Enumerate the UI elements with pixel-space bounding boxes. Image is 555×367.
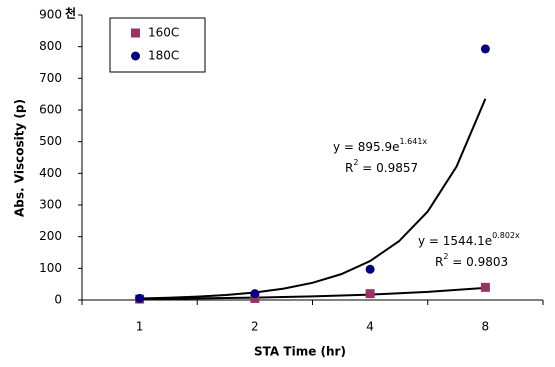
r2-power: 2 xyxy=(353,158,358,167)
y-unit: 천 xyxy=(65,6,76,21)
r2-symbol: R xyxy=(435,255,443,269)
y-tick-label: 100 xyxy=(39,261,62,275)
marker xyxy=(365,289,375,299)
legend-marker xyxy=(131,28,140,38)
trendline-equation: y = 1544.1e0.802x xyxy=(418,231,520,248)
trendline-equation: y = 895.9e1.641x xyxy=(333,137,427,154)
r2-text: = 0.9803 xyxy=(448,255,508,269)
marker xyxy=(250,289,260,299)
trendline xyxy=(139,286,486,300)
legend-marker xyxy=(131,51,140,61)
y-tick-label: 800 xyxy=(39,39,62,53)
x-tick-label: 8 xyxy=(482,320,490,334)
marker xyxy=(480,282,490,292)
y-tick-label: 300 xyxy=(39,198,62,212)
legend-label: 180C xyxy=(148,49,179,63)
equation-text: y = 895.9e xyxy=(333,140,400,154)
equation-text: y = 1544.1e xyxy=(418,234,492,248)
y-tick-label: 0 xyxy=(54,293,62,307)
r2-power: 2 xyxy=(443,252,448,261)
y-tick-label: 700 xyxy=(39,71,62,85)
legend-box xyxy=(109,17,206,73)
r2-text: = 0.9857 xyxy=(358,161,418,175)
x-tick-label: 4 xyxy=(366,320,374,334)
marker xyxy=(250,293,260,303)
y-tick-label: 500 xyxy=(39,134,62,148)
marker xyxy=(365,264,375,274)
trendline-r2: R2 = 0.9803 xyxy=(435,252,508,269)
y-tick-label: 200 xyxy=(39,229,62,243)
equation-exponent: 1.641x xyxy=(400,137,428,146)
x-axis-title: STA Time (hr) xyxy=(254,345,346,359)
equation-exponent: 0.802x xyxy=(492,231,520,240)
trendline xyxy=(139,98,487,300)
y-tick-label: 900 xyxy=(39,8,62,22)
legend-label: 160C xyxy=(148,26,179,40)
x-tick-label: 2 xyxy=(251,320,259,334)
y-axis-title: Abs. Viscosity (p) xyxy=(13,99,27,217)
x-tick-label: 1 xyxy=(136,320,144,334)
trendline-r2: R2 = 0.9857 xyxy=(345,158,418,175)
y-tick-label: 600 xyxy=(39,103,62,117)
label-bg xyxy=(329,137,441,179)
label-bg xyxy=(414,231,539,273)
y-tick-label: 400 xyxy=(39,166,62,180)
marker xyxy=(135,293,145,303)
marker xyxy=(480,44,490,54)
r2-symbol: R xyxy=(345,161,353,175)
